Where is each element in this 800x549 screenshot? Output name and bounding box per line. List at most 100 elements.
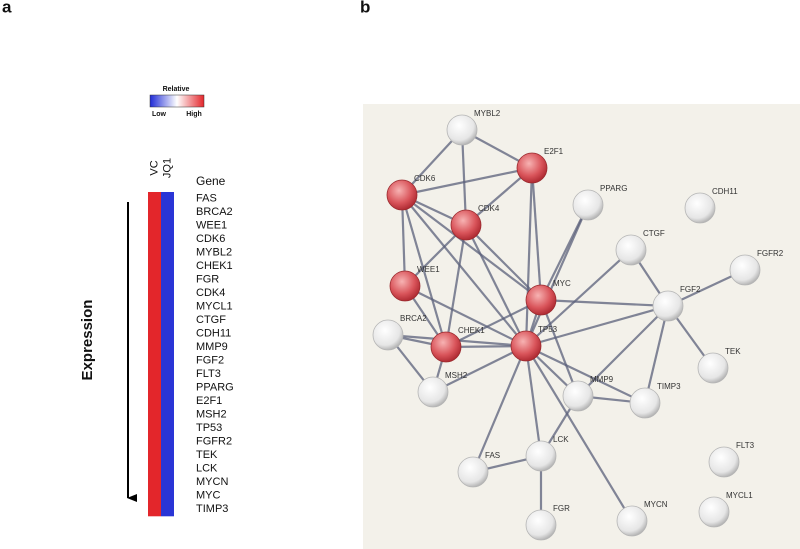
- heatmap-cell: [148, 475, 161, 490]
- heatmap-cell: [148, 246, 161, 260]
- node: [697, 352, 729, 384]
- heatmap-cell: [161, 394, 174, 409]
- edge: [539, 299, 580, 397]
- node: [684, 192, 716, 224]
- heatmap-cell: [161, 354, 174, 368]
- edge: [530, 167, 543, 301]
- edge: [577, 305, 669, 397]
- heatmap-cell: [148, 462, 161, 476]
- heatmap-cell: [148, 205, 161, 220]
- heatmap-cell: [161, 489, 174, 503]
- edge: [524, 167, 534, 347]
- node-label: FAS: [485, 451, 500, 460]
- node: [525, 440, 557, 472]
- gene-label: TP53: [196, 422, 222, 434]
- edge: [401, 166, 533, 197]
- heatmap-cell: [148, 313, 161, 328]
- node-label: TP53: [538, 325, 558, 334]
- node-label: MYCL1: [726, 491, 753, 500]
- gene-label: CDH11: [196, 328, 231, 340]
- heatmap-cell: [148, 408, 161, 422]
- heatmap-cell: [161, 246, 174, 260]
- gene-label: FGFR2: [196, 436, 232, 448]
- heatmap-cell: [148, 502, 161, 517]
- edge: [401, 194, 542, 301]
- heatmap-cell: [161, 475, 174, 490]
- node-label: MYBL2: [474, 109, 501, 118]
- heatmap-cell: [148, 219, 161, 233]
- column-label: JQ1: [161, 158, 173, 178]
- legend-title: Relative: [163, 86, 190, 93]
- heatmap-cell: [161, 327, 174, 341]
- legend-high: High: [186, 111, 202, 118]
- edge: [525, 249, 632, 347]
- edge: [525, 304, 669, 348]
- heatmap-cell: [161, 300, 174, 314]
- node: [708, 446, 740, 478]
- node: [562, 380, 594, 412]
- node-label: MMP9: [590, 375, 614, 384]
- node-label: CHEK1: [458, 326, 485, 335]
- node: [525, 509, 557, 541]
- gene-label: FAS: [196, 193, 217, 205]
- node: [446, 114, 478, 146]
- gene-label: FGF2: [196, 355, 224, 367]
- node: [729, 254, 761, 286]
- node: [616, 505, 648, 537]
- heatmap-cell: [148, 381, 161, 395]
- heatmap-cell: [161, 448, 174, 463]
- heatmap-cell: [161, 192, 174, 206]
- edge: [445, 299, 542, 348]
- node-label: CTGF: [643, 229, 665, 238]
- node-label: MYCN: [644, 500, 668, 509]
- edge: [643, 305, 670, 404]
- heatmap-cell: [161, 502, 174, 517]
- node-label: FLT3: [736, 441, 755, 450]
- node: [389, 270, 421, 302]
- panel-label: a: [2, 0, 12, 16]
- edge: [525, 345, 646, 404]
- heatmap-cell: [148, 300, 161, 314]
- node: [457, 456, 489, 488]
- edge: [524, 204, 590, 347]
- heatmap-cell: [148, 232, 161, 247]
- gene-label: MYBL2: [196, 247, 232, 259]
- gene-label: CHEK1: [196, 260, 233, 272]
- nodes: MYBL2 E2F1 CDK6 CDK4 PPARG CDH11 CTGF FGFR2 WEE1…: [372, 109, 784, 541]
- heatmap-cell: [161, 273, 174, 287]
- heatmap-cell: [148, 489, 161, 503]
- heatmap-cell: [161, 259, 174, 274]
- node-label: PPARG: [600, 184, 627, 193]
- heatmap-cell: [161, 340, 174, 355]
- heatmap-cell: [161, 367, 174, 382]
- heatmap-cell: [148, 421, 161, 436]
- heatmap-cell: [161, 381, 174, 395]
- gene-label: WEE1: [196, 220, 227, 232]
- node: [516, 152, 548, 184]
- heatmap-cell: [161, 435, 174, 449]
- heatmap-cell: [161, 462, 174, 476]
- node-label: BRCA2: [400, 314, 427, 323]
- heatmap-cell: [148, 394, 161, 409]
- heatmap-cell: [161, 232, 174, 247]
- heatmap-cell: [161, 421, 174, 436]
- node: [372, 319, 404, 351]
- node-label: CDK4: [478, 204, 500, 213]
- edge: [465, 224, 542, 301]
- node: [430, 331, 462, 363]
- node: [417, 376, 449, 408]
- gene-label: BRCA2: [196, 206, 233, 218]
- heatmap-cell: [161, 313, 174, 328]
- edge: [401, 194, 527, 347]
- edge: [404, 285, 527, 347]
- axis-label: Expression: [79, 300, 96, 381]
- gene-label: TEK: [196, 449, 218, 461]
- column-label: VC: [148, 160, 160, 175]
- node: [652, 290, 684, 322]
- node-label: MYC: [553, 279, 571, 288]
- node-label: TEK: [725, 347, 741, 356]
- heatmap-cell: [148, 192, 161, 206]
- heatmap-cell: [148, 435, 161, 449]
- gene-label: CDK6: [196, 233, 225, 245]
